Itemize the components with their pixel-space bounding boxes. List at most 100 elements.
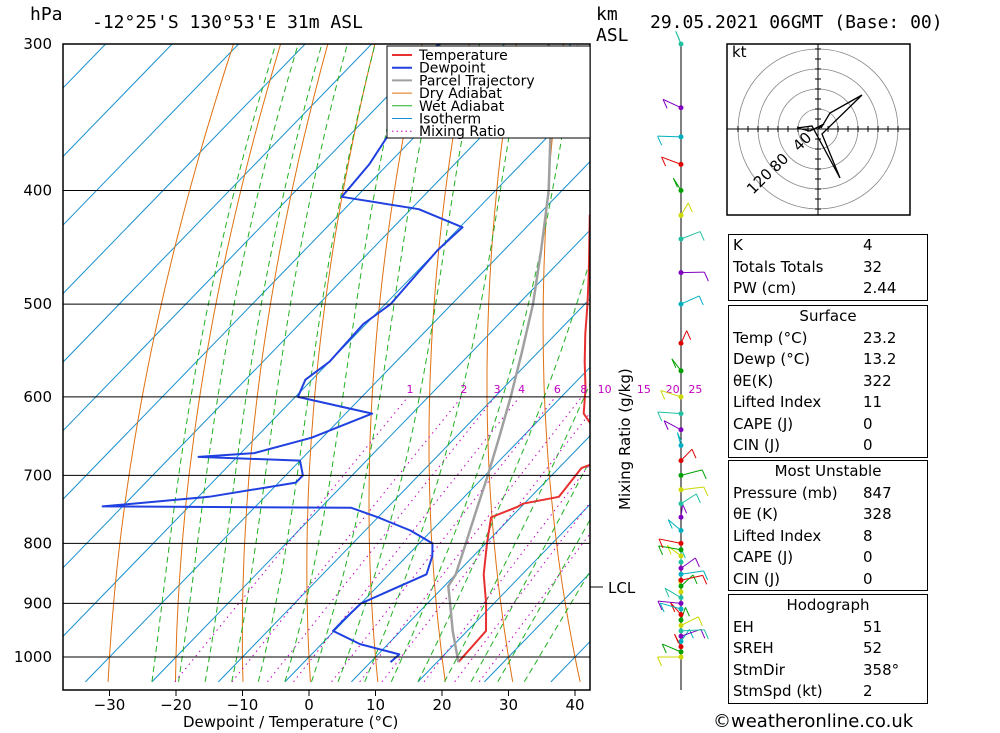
wind-barb-shaft bbox=[680, 570, 704, 575]
wind-barb-shaft bbox=[680, 231, 701, 240]
dry-adiabat-line bbox=[988, 44, 1000, 682]
wind-barb-shaft bbox=[662, 643, 682, 653]
pressure-tick-label: 500 bbox=[23, 295, 52, 313]
legend-entry: Dewpoint bbox=[419, 61, 486, 77]
row-label: CAPE (J) bbox=[733, 414, 794, 433]
row-label: EH bbox=[733, 617, 754, 636]
row-label: StmDir bbox=[733, 660, 785, 679]
mixing-ratio-tick-label: 4 bbox=[518, 383, 525, 396]
wind-barb-flag bbox=[691, 448, 697, 459]
mixing-ratio-tick-label: 15 bbox=[637, 383, 651, 396]
datetime-title: 29.05.2021 06GMT (Base: 00) bbox=[650, 12, 943, 33]
surface-title: Surface bbox=[799, 307, 857, 325]
table-row: EH 51 bbox=[729, 617, 927, 639]
pressure-tick-label: 900 bbox=[23, 594, 52, 612]
plot-frame bbox=[62, 43, 591, 691]
wind-barb-flag bbox=[657, 656, 663, 667]
wet-adiabat-line bbox=[497, 518, 590, 683]
wind-barb-shaft bbox=[661, 156, 682, 165]
table-row: StmDir 358° bbox=[729, 660, 927, 682]
wind-barb-flag bbox=[703, 271, 709, 282]
row-value: 328 bbox=[863, 505, 892, 523]
isotherm-line bbox=[284, 366, 590, 683]
row-value: 23.2 bbox=[863, 328, 897, 347]
wind-barb-flag bbox=[657, 135, 663, 146]
x-axis-label: Dewpoint / Temperature (°C) bbox=[183, 713, 398, 731]
dry-adiabat-line bbox=[306, 44, 376, 682]
temperature-tick-label: −30 bbox=[94, 696, 126, 714]
table-row: Pressure (mb) 847 bbox=[729, 483, 927, 505]
wind-barb-shaft bbox=[680, 574, 694, 587]
row-value: 8 bbox=[863, 526, 873, 545]
isotherm-line bbox=[63, 44, 306, 295]
row-value: 358° bbox=[863, 660, 900, 679]
index-pw-value: 2.44 bbox=[863, 279, 897, 297]
dry-adiabat-line bbox=[368, 44, 423, 682]
isotherm-line bbox=[63, 44, 106, 89]
temperature-tick-label: 30 bbox=[499, 696, 518, 714]
wind-barb-flag bbox=[700, 629, 706, 639]
table-row: Lifted Index 11 bbox=[729, 392, 927, 414]
wet-adiabat-line bbox=[444, 382, 590, 683]
mixing-ratio-axis-label: Mixing Ratio (g/kg) bbox=[616, 368, 634, 510]
isotherm-line bbox=[63, 44, 439, 432]
mixing-ratio-tick-label: 10 bbox=[598, 383, 612, 396]
wind-barb-shaft bbox=[680, 557, 696, 569]
wet-adiabat-line bbox=[204, 44, 323, 682]
row-label: Dewp (°C) bbox=[733, 350, 811, 368]
wind-barb-flag bbox=[675, 31, 681, 41]
hodograph-unit: kt bbox=[732, 43, 747, 61]
row-value: 11 bbox=[863, 393, 883, 411]
copyright-link[interactable]: ©weatheronline.co.uk bbox=[713, 711, 914, 732]
mixing-ratio-line bbox=[381, 412, 590, 683]
wet-adiabat-line bbox=[390, 44, 579, 683]
temperature-tick-label: 40 bbox=[565, 696, 584, 714]
wet-adiabat-line bbox=[470, 459, 590, 683]
dry-adiabat-line bbox=[241, 44, 329, 682]
most-unstable-table: Most Unstable Pressure (mb) 847 θE (K) 328… bbox=[728, 460, 928, 591]
row-value: 52 bbox=[863, 639, 883, 657]
wind-barb-flag bbox=[699, 231, 705, 241]
pressure-tick-label: 1000 bbox=[14, 648, 52, 666]
dry-adiabat-line bbox=[175, 44, 282, 682]
wet-adiabat-line bbox=[417, 258, 590, 683]
wet-adiabat-line bbox=[523, 570, 590, 683]
legend-entry: Wet Adiabat bbox=[419, 99, 505, 115]
wind-barb-shaft bbox=[680, 629, 690, 642]
row-value: 0 bbox=[863, 436, 873, 454]
mixing-ratio-line bbox=[359, 396, 583, 683]
mixing-ratio-tick-label: 25 bbox=[688, 383, 702, 396]
pressure-tick-label: 800 bbox=[23, 534, 52, 552]
isotherm-line bbox=[151, 229, 590, 683]
wind-barb-shaft bbox=[680, 486, 704, 491]
table-row: Lifted Index 8 bbox=[729, 526, 927, 548]
wind-barb-shaft bbox=[680, 448, 693, 461]
wind-profile bbox=[657, 31, 709, 690]
temperature-tick-label: 20 bbox=[432, 696, 451, 714]
wind-barb-shaft bbox=[664, 587, 682, 599]
wind-barb-shaft bbox=[680, 574, 703, 581]
wind-barb-shaft bbox=[666, 545, 682, 557]
dry-adiabat-line bbox=[107, 44, 234, 682]
index-k-label: K bbox=[733, 236, 743, 254]
row-label: Temp (°C) bbox=[733, 328, 808, 347]
pressure-tick-label: 400 bbox=[23, 181, 52, 199]
row-label: Lifted Index bbox=[733, 393, 822, 411]
row-value: 847 bbox=[863, 483, 892, 502]
wind-barb-flag bbox=[672, 177, 678, 188]
isotherm-line bbox=[85, 160, 590, 683]
location-title: -12°25'S 130°53'E 31m ASL bbox=[92, 12, 363, 33]
wind-barb-shaft bbox=[680, 504, 684, 518]
isotherm-line bbox=[417, 503, 590, 683]
series-line-parcel-trajectory bbox=[447, 44, 553, 663]
row-value: 0 bbox=[863, 569, 873, 588]
wind-barb-shaft bbox=[662, 98, 682, 109]
wet-adiabat-line bbox=[257, 44, 376, 682]
row-value: 322 bbox=[863, 371, 892, 390]
wind-barb-flag bbox=[703, 570, 709, 581]
wind-barb-shaft bbox=[670, 602, 682, 615]
surface-table: Surface Temp (°C) 23.2 Dewp (°C) 13.2 θE(K… bbox=[728, 305, 928, 458]
wind-barb-flag bbox=[676, 432, 682, 442]
row-label: θE(K) bbox=[733, 371, 774, 390]
